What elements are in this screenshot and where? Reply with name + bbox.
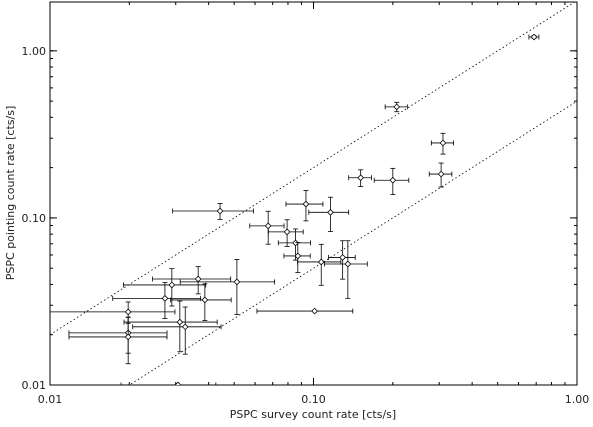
- reference-line: [50, 2, 576, 336]
- data-point: [327, 208, 334, 216]
- plot-frame: [49, 1, 578, 386]
- data-point: [437, 170, 445, 178]
- data-point: [161, 294, 169, 302]
- data-point: [393, 103, 401, 111]
- data-point: [264, 222, 272, 230]
- data-point: [294, 252, 302, 260]
- plot-area: [50, 2, 577, 385]
- y-axis-label: PSPC pointing count rate [cts/s]: [4, 106, 17, 280]
- data-point: [344, 260, 352, 268]
- x-tick-label: 0.10: [301, 393, 326, 406]
- data-point: [201, 296, 209, 304]
- data-point: [194, 275, 202, 283]
- data-point: [530, 33, 538, 41]
- data-point: [176, 318, 184, 326]
- data-point: [439, 139, 447, 147]
- data-point: [283, 228, 291, 236]
- data-point: [168, 281, 176, 289]
- data-point: [339, 254, 347, 261]
- x-axis-label: PSPC survey count rate [cts/s]: [230, 408, 396, 421]
- x-tick-label: 1.00: [565, 393, 590, 406]
- data-point: [302, 200, 310, 208]
- data-point: [317, 258, 325, 266]
- data-point: [389, 176, 397, 184]
- y-tick-label: 0.10: [22, 212, 47, 225]
- data-point: [181, 323, 189, 331]
- y-tick-label: 1.00: [22, 45, 47, 58]
- data-point: [216, 207, 224, 215]
- y-tick-label: 0.01: [22, 379, 47, 392]
- data-point: [311, 307, 319, 315]
- x-tick-label: 0.01: [38, 393, 63, 406]
- reference-line: [128, 100, 577, 385]
- data-point: [357, 174, 365, 182]
- data-point: [124, 333, 132, 341]
- data-point: [233, 278, 241, 286]
- data-point: [124, 308, 132, 316]
